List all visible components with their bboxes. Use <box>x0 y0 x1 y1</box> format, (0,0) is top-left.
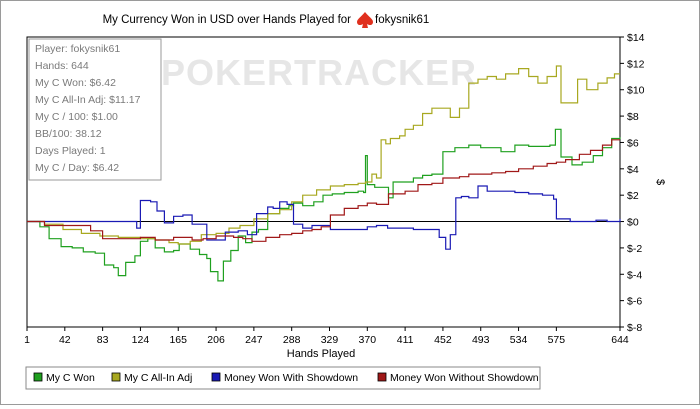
x-tick-label: 411 <box>397 334 414 346</box>
stat-line: My C Won: $6.42 <box>35 77 116 89</box>
stat-line: BB/100: 38.12 <box>35 128 102 140</box>
chart-title: My Currency Won in USD over Hands Played… <box>103 14 352 26</box>
x-tick-label: 42 <box>59 334 71 346</box>
legend <box>25 366 541 390</box>
y-tick-label: $6 <box>627 137 639 149</box>
x-tick-label: 534 <box>510 334 528 346</box>
stats-box <box>28 38 162 181</box>
x-tick-label: 329 <box>321 334 339 346</box>
series-line <box>27 65 620 245</box>
legend-label: My C All-In Adj <box>124 372 192 384</box>
legend-item: Money Won With Showdown <box>211 372 358 384</box>
y-tick-label: $2 <box>627 190 639 202</box>
legend-label: Money Won With Showdown <box>224 372 358 384</box>
spade-shape <box>357 12 373 28</box>
legend-swatch <box>33 372 43 382</box>
y-tick-label: $-2 <box>627 243 642 255</box>
x-tick-label: 288 <box>283 334 301 346</box>
legend-item: My C Won <box>33 372 95 384</box>
y-tick-label: $10 <box>627 85 645 97</box>
x-tick-label: 493 <box>472 334 490 346</box>
x-tick-label: 452 <box>434 334 452 346</box>
chart-title-player: fokysnik61 <box>375 14 429 26</box>
y-tick-label: $-4 <box>627 269 642 281</box>
x-tick-label: 644 <box>611 334 629 346</box>
x-tick-label: 83 <box>97 334 109 346</box>
y-tick-label: $-6 <box>627 296 642 308</box>
x-tick-label: 206 <box>207 334 225 346</box>
stat-line: My C All-In Adj: $11.17 <box>35 94 141 106</box>
legend-swatch <box>377 372 387 382</box>
x-tick-label: 1 <box>24 334 30 346</box>
x-tick-label: 575 <box>548 334 566 346</box>
legend-item: Money Won Without Showdown <box>377 372 539 384</box>
y-tick-label: $4 <box>627 164 639 176</box>
legend-swatch <box>211 372 221 382</box>
spade-icon <box>357 12 373 28</box>
legend-swatch <box>111 372 121 382</box>
y-tick-label: $8 <box>627 111 639 123</box>
legend-label: My C Won <box>46 372 95 384</box>
legend-label: Money Won Without Showdown <box>390 372 539 384</box>
stat-line: Days Played: 1 <box>35 145 106 157</box>
x-tick-label: 124 <box>132 334 150 346</box>
stats-list: Player: fokysnik61 Hands: 644 My C Won: $6… <box>35 43 141 174</box>
y-tick-label: $0 <box>627 217 639 229</box>
y-tick-label: $-8 <box>627 322 642 334</box>
series-line <box>27 139 620 242</box>
x-axis-label: Hands Played <box>287 348 356 360</box>
series-layer <box>27 65 621 282</box>
legend-item: My C All-In Adj <box>111 372 192 384</box>
axes: 1 42 83 124 165 206 247 288 329 370 411 452 493 534 57… <box>24 32 645 346</box>
stat-line: My C / Day: $6.42 <box>35 162 119 174</box>
y-axis-label: $ <box>654 179 666 185</box>
stat-line: My C / 100: $1.00 <box>35 111 118 123</box>
stat-line: Player: fokysnik61 <box>35 43 120 55</box>
watermark: POKERTRACKER <box>161 52 477 93</box>
y-tick-label: $12 <box>627 58 645 70</box>
x-tick-label: 370 <box>359 334 377 346</box>
series-line <box>27 128 621 282</box>
x-tick-label: 247 <box>245 334 263 346</box>
y-tick-label: $14 <box>627 32 645 44</box>
stat-line: Hands: 644 <box>35 60 89 72</box>
x-tick-label: 165 <box>169 334 187 346</box>
